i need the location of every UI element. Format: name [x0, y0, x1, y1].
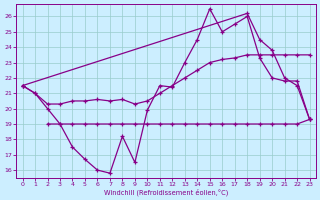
X-axis label: Windchill (Refroidissement éolien,°C): Windchill (Refroidissement éolien,°C) — [104, 188, 228, 196]
